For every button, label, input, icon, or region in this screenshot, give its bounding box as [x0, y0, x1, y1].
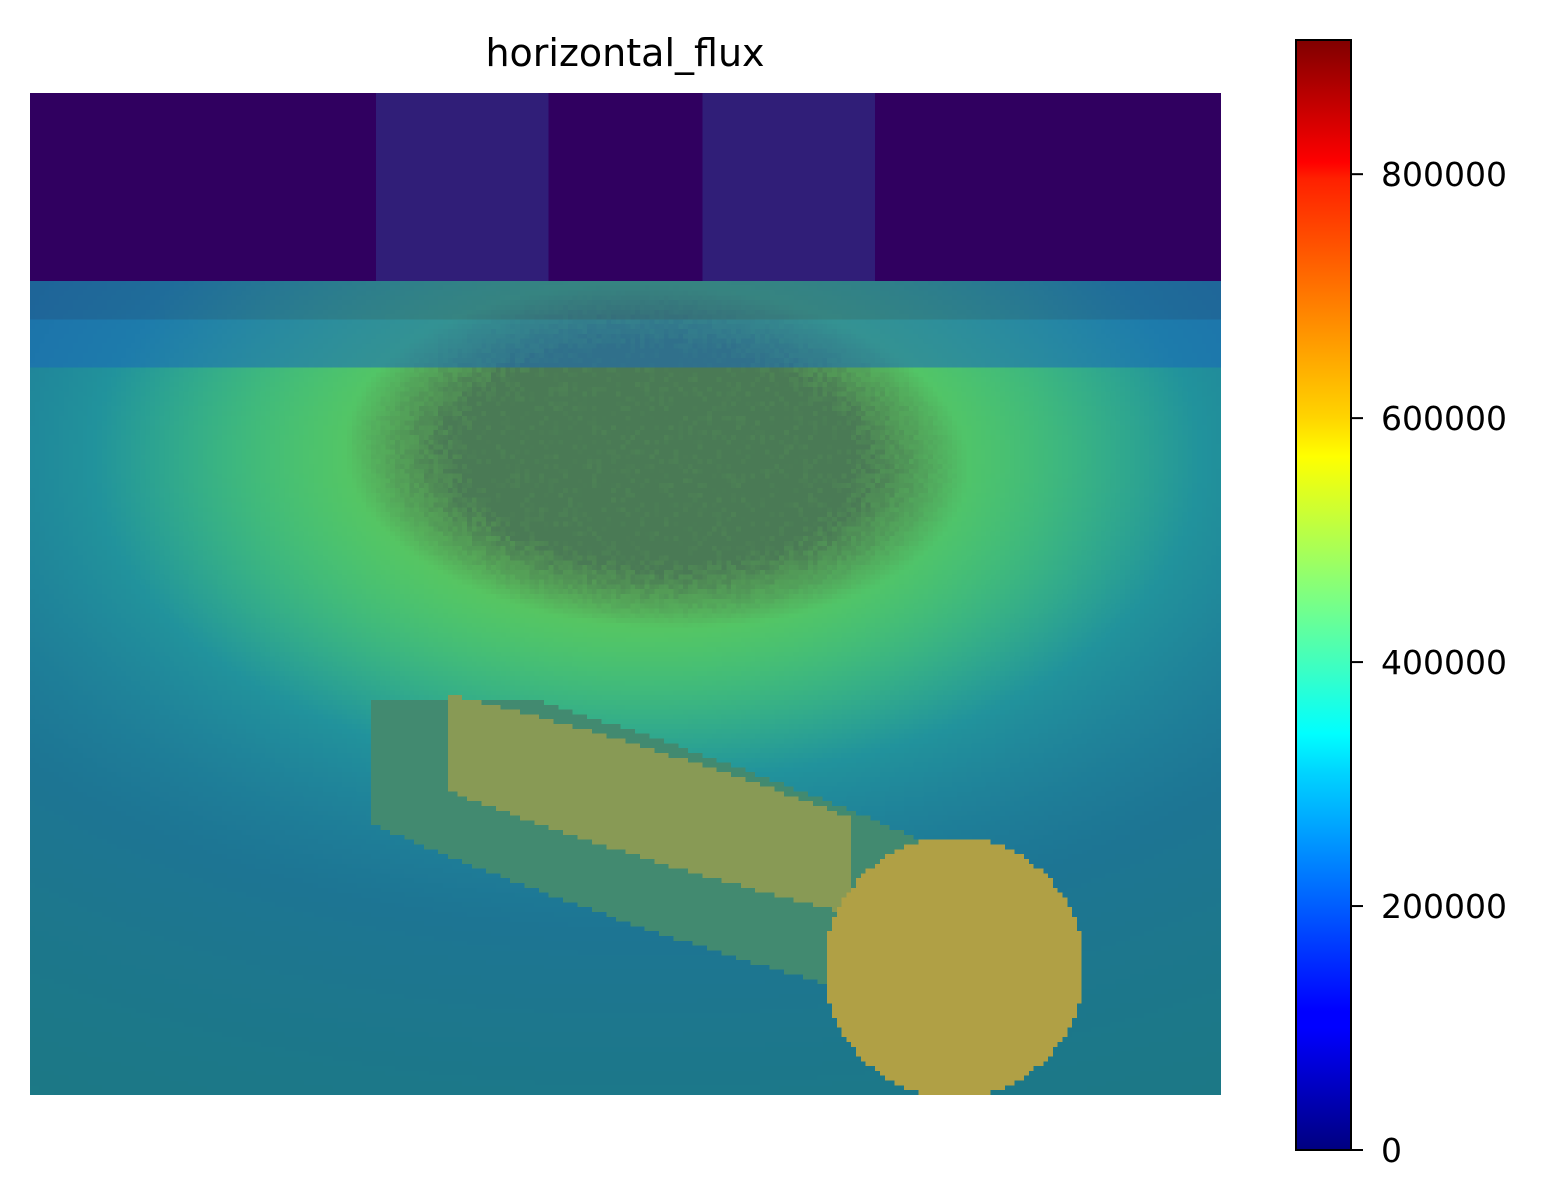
colorbar-tick-label: 400000 [1381, 643, 1507, 682]
colorbar-tick-label: 0 [1381, 1131, 1402, 1170]
colorbar-tick-label: 600000 [1381, 399, 1507, 438]
heatmap-plot-area [30, 93, 1221, 1095]
colorbar-ticks: 0 200000 400000 600000 800000 [1351, 155, 1507, 1170]
heatmap-image [30, 93, 1221, 1095]
colorbar-frame [1295, 39, 1352, 1151]
chart-title: horizontal_flux [485, 31, 764, 75]
colorbar-gradient [1296, 40, 1351, 1150]
colorbar: 0 200000 400000 600000 800000 [1295, 39, 1507, 1170]
colorbar-tick-label: 200000 [1381, 887, 1507, 926]
colorbar-tick-label: 800000 [1381, 155, 1507, 194]
